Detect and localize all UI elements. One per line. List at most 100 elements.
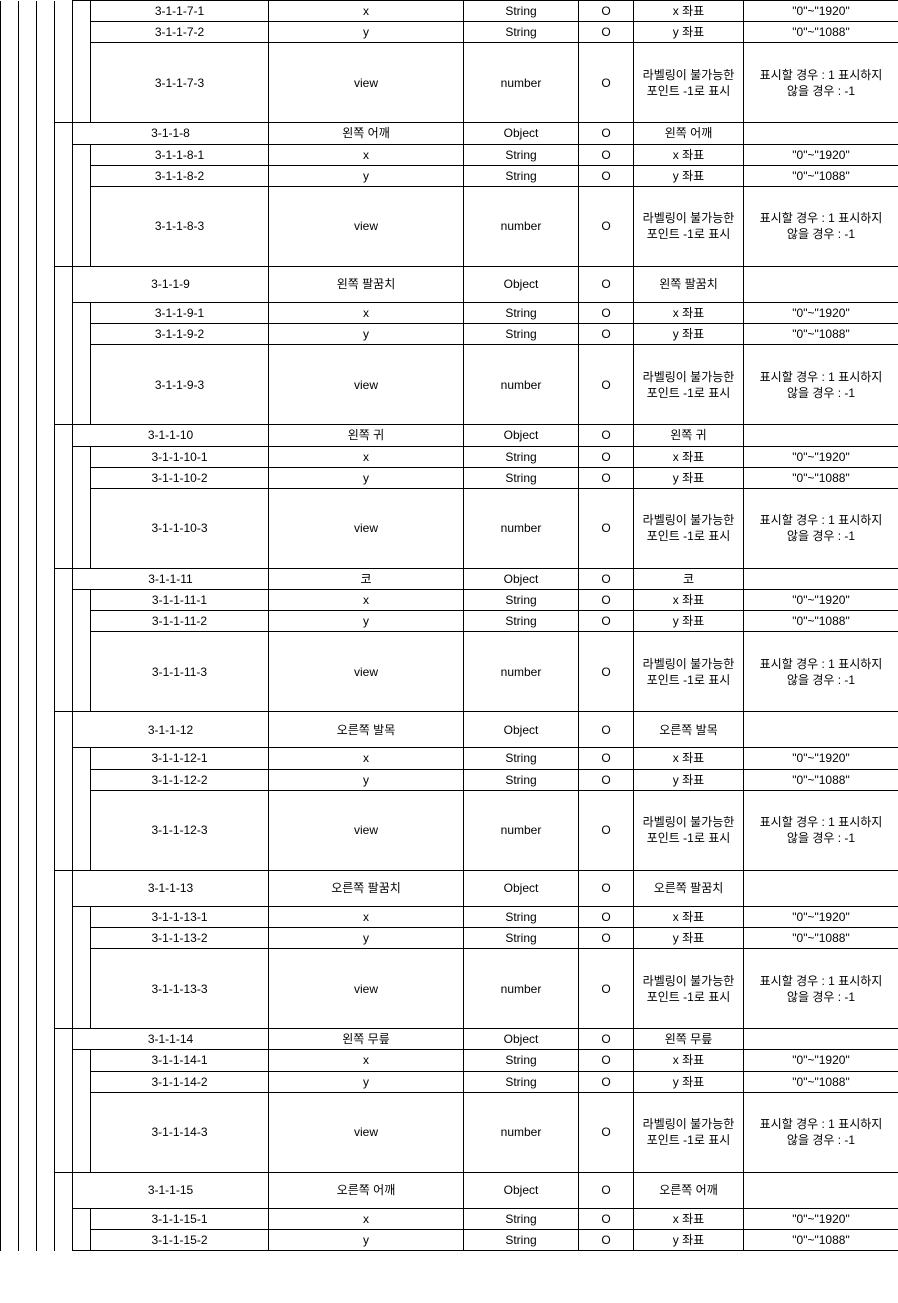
row-desc: 라벨링이 불가능한 포인트 -1로 표시: [634, 345, 744, 425]
row-range: "0"~"1920": [744, 302, 898, 323]
row-desc: 왼쪽 무릎: [634, 1029, 744, 1050]
row-range: "0"~"1088": [744, 467, 898, 488]
row-desc: x 좌표: [634, 144, 744, 165]
table-row: 3-1-1-14왼쪽 무릎ObjectO왼쪽 무릎: [1, 1029, 898, 1050]
row-id: 3-1-1-9-2: [91, 324, 269, 345]
row-id: 3-1-1-15: [73, 1172, 269, 1208]
row-desc: 라벨링이 불가능한 포인트 -1로 표시: [634, 43, 744, 123]
row-desc: y 좌표: [634, 165, 744, 186]
row-id: 3-1-1-12-2: [91, 769, 269, 790]
row-desc: 오른쪽 발목: [634, 712, 744, 748]
row-required: O: [579, 769, 634, 790]
row-range: [744, 1172, 898, 1208]
row-required: O: [579, 611, 634, 632]
row-range: "0"~"1088": [744, 1071, 898, 1092]
cell: [55, 425, 73, 569]
row-type: String: [464, 1, 579, 22]
row-range: "0"~"1920": [744, 144, 898, 165]
row-range: "0"~"1088": [744, 324, 898, 345]
table-row: 3-1-1-11-3viewnumberO라벨링이 불가능한 포인트 -1로 표…: [1, 632, 898, 712]
row-type: String: [464, 928, 579, 949]
row-name: 오른쪽 어깨: [269, 1172, 464, 1208]
row-name: y: [269, 1071, 464, 1092]
row-required: O: [579, 144, 634, 165]
row-id: 3-1-1-9-1: [91, 302, 269, 323]
row-name: x: [269, 446, 464, 467]
cell: [73, 1050, 91, 1172]
row-required: O: [579, 790, 634, 870]
row-name: view: [269, 949, 464, 1029]
row-id: 3-1-1-14-3: [91, 1092, 269, 1172]
row-required: O: [579, 302, 634, 323]
table-row: 3-1-1-10-3viewnumberO라벨링이 불가능한 포인트 -1로 표…: [1, 488, 898, 568]
table-row: 3-1-1-10-2yStringOy 좌표"0"~"1088": [1, 467, 898, 488]
row-range: "0"~"1088": [744, 769, 898, 790]
row-required: O: [579, 1050, 634, 1071]
row-desc: x 좌표: [634, 906, 744, 927]
table-row: 3-1-1-8왼쪽 어깨ObjectO왼쪽 어깨: [1, 123, 898, 144]
row-required: O: [579, 928, 634, 949]
row-range: "0"~"1088": [744, 22, 898, 43]
row-desc: 왼쪽 어깨: [634, 123, 744, 144]
row-type: Object: [464, 712, 579, 748]
row-type: number: [464, 345, 579, 425]
table-row: 3-1-1-9-1xStringOx 좌표"0"~"1920": [1, 302, 898, 323]
row-range: [744, 266, 898, 302]
row-desc: x 좌표: [634, 1050, 744, 1071]
row-desc: y 좌표: [634, 928, 744, 949]
row-name: 왼쪽 팔꿈치: [269, 266, 464, 302]
row-type: String: [464, 165, 579, 186]
row-type: String: [464, 611, 579, 632]
row-name: y: [269, 611, 464, 632]
row-type: number: [464, 43, 579, 123]
row-id: 3-1-1-13: [73, 870, 269, 906]
row-name: view: [269, 1092, 464, 1172]
row-required: O: [579, 425, 634, 446]
row-desc: y 좌표: [634, 467, 744, 488]
row-desc: 오른쪽 어깨: [634, 1172, 744, 1208]
cell: [73, 748, 91, 870]
row-required: O: [579, 632, 634, 712]
row-desc: x 좌표: [634, 590, 744, 611]
row-id: 3-1-1-9: [73, 266, 269, 302]
row-id: 3-1-1-15-1: [91, 1208, 269, 1229]
row-required: O: [579, 1071, 634, 1092]
row-name: x: [269, 590, 464, 611]
row-name: x: [269, 1050, 464, 1071]
cell: [37, 1, 55, 1251]
row-type: String: [464, 1208, 579, 1229]
row-name: y: [269, 324, 464, 345]
row-desc: 라벨링이 불가능한 포인트 -1로 표시: [634, 632, 744, 712]
table-row: 3-1-1-9-2yStringOy 좌표"0"~"1088": [1, 324, 898, 345]
table-row: 3-1-1-15오른쪽 어깨ObjectO오른쪽 어깨: [1, 1172, 898, 1208]
row-required: O: [579, 123, 634, 144]
cell: [73, 302, 91, 424]
row-range: 표시할 경우 : 1 표시하지 않을 경우 : -1: [744, 43, 898, 123]
row-name: x: [269, 302, 464, 323]
row-range: 표시할 경우 : 1 표시하지 않을 경우 : -1: [744, 186, 898, 266]
row-range: "0"~"1920": [744, 1050, 898, 1071]
row-range: 표시할 경우 : 1 표시하지 않을 경우 : -1: [744, 1092, 898, 1172]
row-type: Object: [464, 568, 579, 589]
row-type: String: [464, 769, 579, 790]
row-id: 3-1-1-13-3: [91, 949, 269, 1029]
cell: [73, 906, 91, 1028]
row-required: O: [579, 1, 634, 22]
row-name: 오른쪽 팔꿈치: [269, 870, 464, 906]
row-required: O: [579, 1092, 634, 1172]
row-id: 3-1-1-7-1: [91, 1, 269, 22]
cell: [55, 123, 73, 267]
row-id: 3-1-1-12-1: [91, 748, 269, 769]
row-required: O: [579, 345, 634, 425]
row-id: 3-1-1-9-3: [91, 345, 269, 425]
row-type: String: [464, 144, 579, 165]
row-name: view: [269, 632, 464, 712]
table-row: 3-1-1-8-1xStringOx 좌표"0"~"1920": [1, 144, 898, 165]
row-type: number: [464, 488, 579, 568]
row-name: 왼쪽 어깨: [269, 123, 464, 144]
row-name: y: [269, 467, 464, 488]
table-row: 3-1-1-14-1xStringOx 좌표"0"~"1920": [1, 1050, 898, 1071]
table-row: 3-1-1-14-3viewnumberO라벨링이 불가능한 포인트 -1로 표…: [1, 1092, 898, 1172]
table-row: 3-1-1-13-2yStringOy 좌표"0"~"1088": [1, 928, 898, 949]
row-desc: y 좌표: [634, 324, 744, 345]
